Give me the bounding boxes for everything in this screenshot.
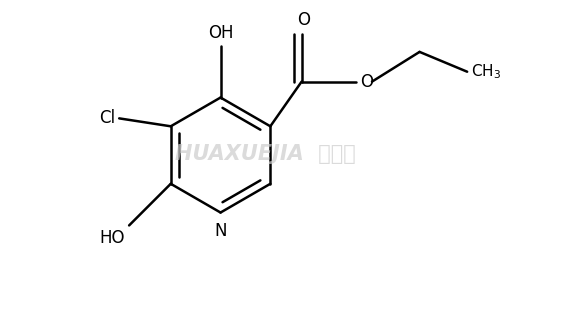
Text: HUAXUEJIA  化学加: HUAXUEJIA 化学加 — [175, 144, 355, 164]
Text: OH: OH — [208, 24, 233, 42]
Text: O: O — [297, 11, 310, 29]
Text: CH$_3$: CH$_3$ — [471, 62, 501, 81]
Text: HO: HO — [100, 229, 125, 247]
Text: O: O — [360, 73, 373, 91]
Text: N: N — [214, 222, 227, 240]
Text: Cl: Cl — [99, 109, 115, 127]
